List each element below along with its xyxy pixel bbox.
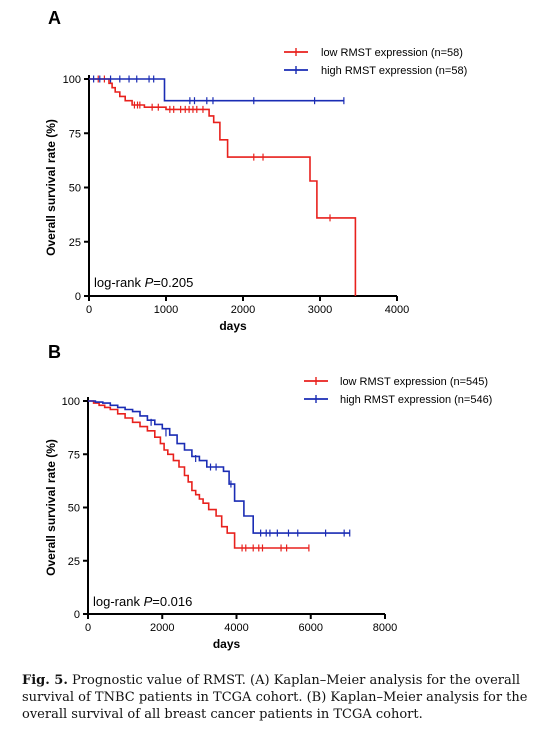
panel-a-high-series-line: [89, 78, 344, 102]
panel-a-letter: A: [48, 8, 61, 28]
panel-a-legend-label: low RMST expression (n=58): [321, 47, 463, 59]
panel-a-x-tick-label: 4000: [385, 304, 409, 316]
panel-b-y-tick-label: 25: [68, 556, 80, 568]
panel-b-x-tick-label: 8000: [373, 622, 397, 634]
panel-b-legend-label: high RMST expression (n=546): [340, 394, 492, 406]
panel-b-y-tick-label: 50: [68, 503, 80, 515]
panel-b-logrank-annotation: log-rank P=0.016: [93, 594, 192, 609]
figure-caption: Fig. 5. Prognostic value of RMST. (A) Ka…: [22, 672, 532, 723]
panel-b: B 0 25 50 75 100 0 2000 4000 6000 8000 days Overall…: [44, 342, 492, 651]
panel-a-y-tick-label: 25: [69, 237, 81, 249]
panel-a-legend-label: high RMST expression (n=58): [321, 65, 467, 77]
panel-a-x-tick-label: 1000: [154, 304, 178, 316]
caption-label: Fig. 5.: [22, 673, 68, 688]
panel-b-x-tick-label: 4000: [224, 622, 248, 634]
panel-a-x-axis-label: days: [219, 319, 247, 333]
panel-b-x-tick-label: 2000: [150, 622, 174, 634]
panel-b-legend-label: low RMST expression (n=545): [340, 376, 488, 388]
panel-b-high-series-line: [88, 400, 350, 534]
panel-a-x-tick-label: 3000: [308, 304, 332, 316]
panel-a-x-tick-label: 2000: [231, 304, 255, 316]
panel-a-y-tick-label: 0: [75, 291, 81, 303]
panel-b-x-tick-label: 6000: [299, 622, 323, 634]
panel-a-logrank-annotation: log-rank P=0.205: [94, 275, 193, 290]
panel-a-y-axis-label: Overall survival rate (%): [44, 119, 58, 256]
panel-a-y-tick-label: 75: [69, 128, 81, 140]
panel-b-y-tick-label: 0: [74, 609, 80, 621]
panel-a-low-series-line: [89, 78, 357, 296]
panel-b-low-series-line: [88, 400, 309, 549]
panel-b-x-axis-label: days: [213, 637, 241, 651]
panel-a-y-tick-label: 100: [63, 74, 81, 86]
panel-b-y-tick-label: 100: [62, 396, 80, 408]
panel-b-y-axis-label: Overall survival rate (%): [44, 439, 58, 576]
panel-b-y-tick-label: 75: [68, 449, 80, 461]
caption-text: Prognostic value of RMST. (A) Kaplan–Mei…: [22, 673, 528, 722]
panel-a-y-tick-label: 50: [69, 183, 81, 195]
panel-b-x-tick-label: 0: [85, 622, 91, 634]
panel-b-letter: B: [48, 342, 61, 362]
panel-a-x-tick-label: 0: [86, 304, 92, 316]
